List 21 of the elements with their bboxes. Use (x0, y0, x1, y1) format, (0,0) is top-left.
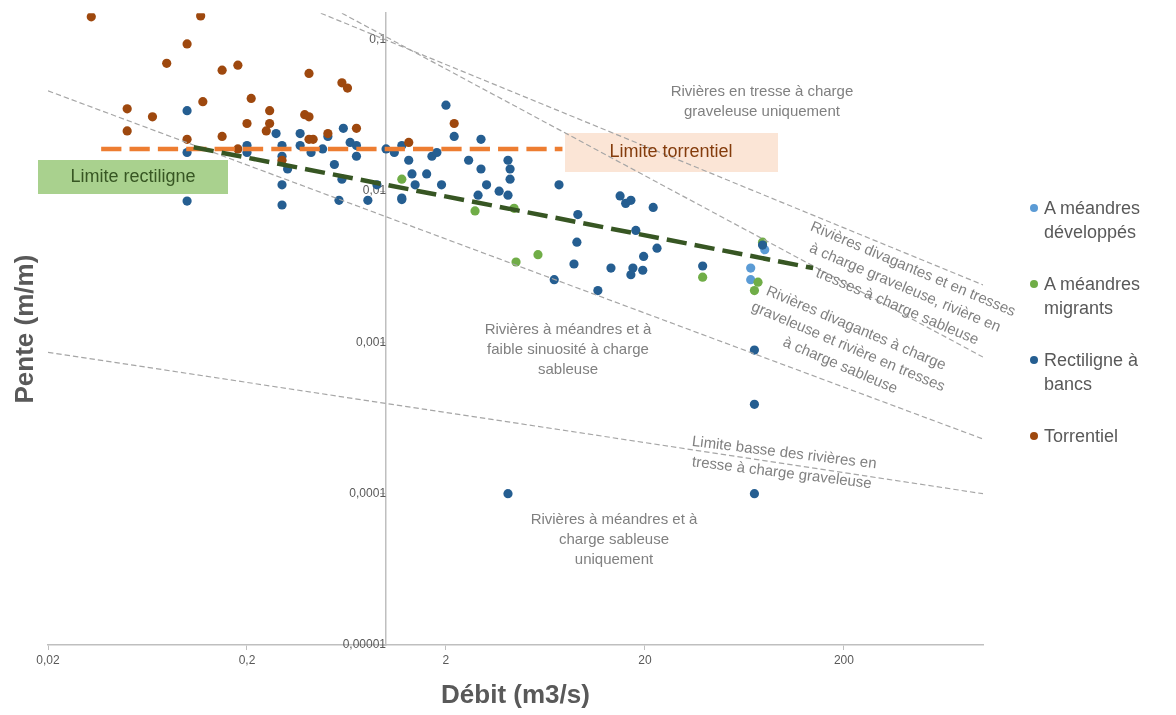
x-tick-label: 0,2 (238, 652, 256, 667)
y-tick-label: 0,0001 (349, 486, 387, 501)
x-tick-label: 2 (442, 652, 450, 667)
y-tick-label: 0,00001 (342, 637, 387, 652)
x-axis-title: Débit (m3/s) (441, 679, 590, 710)
legend-label: A méandres migrants (1044, 273, 1142, 320)
annotation: Limite basse des rivières en tresse à charge graveleuse (691, 431, 878, 492)
legend-label: Torrentiel (1044, 425, 1119, 448)
annotation: Rivières à méandres et à faible sinuosité à charge sableuse (484, 319, 653, 378)
y-axis-title: Pente (m/m) (9, 254, 40, 404)
annotation: Limite torrentiel (609, 140, 733, 161)
x-tick-label: 200 (833, 652, 855, 667)
y-tick-label: 0,1 (369, 32, 387, 47)
annotation: Limite rectiligne (70, 165, 196, 186)
y-tick-label: 0,001 (356, 334, 387, 349)
annotation: Rivières à méandres et à charge sableuse uniquement (530, 509, 699, 568)
x-tick-label: 20 (638, 652, 652, 667)
x-tick-label: 0,02 (36, 652, 60, 667)
annotation: Rivières en tresse à charge graveleuse uniquement (670, 82, 854, 120)
legend-label: Rectiligne à bancs (1044, 349, 1140, 396)
legend-label: A méandres développés (1044, 197, 1142, 244)
